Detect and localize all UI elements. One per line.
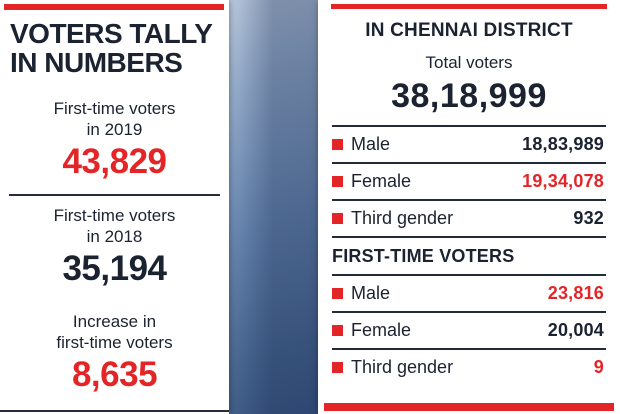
bullet-square-icon	[332, 362, 343, 373]
stat-label-line2: in 2018	[86, 227, 143, 247]
left-panel-title-line1: VOTERS TALLY	[10, 18, 213, 49]
row-label: Third gender	[351, 357, 454, 377]
stat-label: First-time voters in 2019	[0, 98, 229, 141]
row-label: Male	[351, 283, 391, 303]
bullet-square-icon	[332, 325, 343, 336]
row-label: Female	[351, 171, 412, 191]
row-ftv-female: Female 20,004	[332, 311, 606, 348]
left-panel: VOTERS TALLY IN NUMBERS First-time voter…	[0, 0, 229, 414]
row-value: 23,816	[547, 283, 604, 303]
row-value: 932	[573, 208, 604, 228]
left-panel-title-line2: IN NUMBERS	[10, 47, 183, 79]
row-male: Male 18,83,989	[332, 125, 606, 162]
row-value: 18,83,989	[522, 134, 604, 154]
stat-label: Increase in first-time voters	[0, 311, 229, 354]
stat-value: 43,829	[62, 142, 167, 182]
total-voters-label: Total voters	[425, 53, 513, 72]
divider	[9, 193, 220, 196]
bullet-square-icon	[332, 213, 343, 224]
right-panel: IN CHENNAI DISTRICT Total voters 38,18,9…	[318, 0, 620, 414]
first-time-voters-heading: FIRST-TIME VOTERS	[332, 236, 606, 274]
total-voters-value: 38,18,999	[391, 77, 547, 115]
row-ftv-third-gender: Third gender 9	[332, 348, 606, 385]
row-ftv-male: Male 23,816	[332, 274, 606, 311]
row-female: Female 19,34,078	[332, 162, 606, 199]
row-label: Female	[351, 320, 412, 340]
stat-label-line2: in 2019	[86, 120, 143, 140]
red-accent-bar-bottom-right	[324, 403, 614, 411]
stat-first-time-2018: First-time voters in 2018 35,194	[0, 205, 229, 289]
row-value: 20,004	[547, 320, 604, 340]
stat-label-line1: Increase in	[72, 311, 157, 331]
stat-label-line2: first-time voters	[56, 333, 173, 353]
row-value: 19,34,078	[522, 171, 604, 191]
row-third-gender: Third gender 932	[332, 199, 606, 236]
bullet-square-icon	[332, 139, 343, 150]
right-panel-title: IN CHENNAI DISTRICT	[365, 20, 573, 41]
row-label: Third gender	[351, 208, 454, 228]
red-accent-bar-top-left	[4, 4, 224, 10]
stat-first-time-2019: First-time voters in 2019 43,829	[0, 98, 229, 182]
stat-increase: Increase in first-time voters 8,635	[0, 311, 229, 395]
stat-value: 35,194	[62, 249, 167, 289]
row-value: 9	[593, 357, 604, 377]
stat-value: 8,635	[71, 355, 158, 395]
red-accent-bar-top-right	[331, 4, 607, 9]
stat-label-line1: First-time voters	[53, 205, 176, 225]
voter-rows: Male 18,83,989 Female 19,34,078 Third ge…	[332, 125, 606, 385]
bullet-square-icon	[332, 288, 343, 299]
left-panel-title: VOTERS TALLY IN NUMBERS	[0, 10, 229, 78]
bullet-square-icon	[332, 176, 343, 187]
stat-label: First-time voters in 2018	[0, 205, 229, 248]
divider-bottom	[0, 410, 229, 412]
row-label: Male	[351, 134, 391, 154]
stat-label-line1: First-time voters	[53, 98, 176, 118]
